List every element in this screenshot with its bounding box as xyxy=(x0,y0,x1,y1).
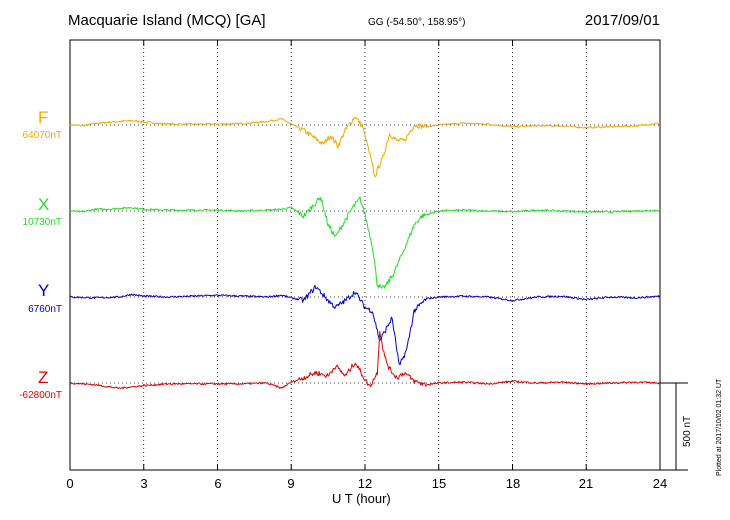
series-line-z xyxy=(69,330,661,390)
series-label-x: X xyxy=(38,195,50,214)
x-tick-label: 6 xyxy=(214,476,222,491)
x-tick-label: 21 xyxy=(578,476,594,491)
series-line-f xyxy=(69,116,661,178)
baseline-label-z: -62800nT xyxy=(19,390,62,401)
series-line-x xyxy=(69,196,661,289)
baseline-label-f: 64070nT xyxy=(22,130,62,141)
chart-date: 2017/09/01 xyxy=(584,12,660,29)
x-tick-label: 24 xyxy=(652,476,668,491)
x-tick-label: 3 xyxy=(140,476,148,491)
x-tick-label: 9 xyxy=(287,476,295,491)
x-tick-label: 0 xyxy=(66,476,74,491)
plotted-timestamp: Plotted at 2017/10/02 01:32 UT xyxy=(716,378,723,476)
x-axis-ticks xyxy=(69,40,661,470)
x-tick-label: 15 xyxy=(431,476,447,491)
scale-bar-label: 500 nT xyxy=(682,415,693,447)
grid-lines xyxy=(70,40,660,470)
chart-title: Macquarie Island (MCQ) [GA] xyxy=(68,12,266,29)
x-tick-label: 18 xyxy=(505,476,521,491)
x-tick-label: 12 xyxy=(357,476,373,491)
baseline-label-x: 10730nT xyxy=(22,217,62,228)
series-line-y xyxy=(69,284,661,365)
series-label-f: F xyxy=(38,108,49,127)
series-lines xyxy=(69,116,661,390)
series-label-z: Z xyxy=(38,368,49,387)
series-label-y: Y xyxy=(38,281,50,300)
station-coordinates: GG (-54.50°, 158.95°) xyxy=(368,17,466,28)
x-axis-label: U T (hour) xyxy=(332,491,391,506)
scale-bar xyxy=(660,382,688,471)
baseline-label-y: 6760nT xyxy=(28,304,62,315)
